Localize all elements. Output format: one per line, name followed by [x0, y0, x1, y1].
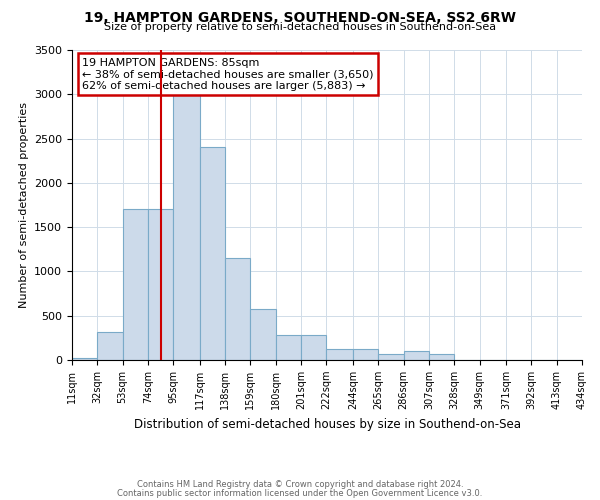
Bar — [353, 350, 378, 360]
Bar — [326, 350, 353, 360]
Bar — [225, 258, 250, 360]
Text: 19, HAMPTON GARDENS, SOUTHEND-ON-SEA, SS2 6RW: 19, HAMPTON GARDENS, SOUTHEND-ON-SEA, SS… — [84, 11, 516, 25]
X-axis label: Distribution of semi-detached houses by size in Southend-on-Sea: Distribution of semi-detached houses by … — [133, 418, 521, 430]
Bar — [404, 351, 429, 360]
Bar — [276, 335, 301, 360]
Text: 19 HAMPTON GARDENS: 85sqm
← 38% of semi-detached houses are smaller (3,650)
62% : 19 HAMPTON GARDENS: 85sqm ← 38% of semi-… — [82, 58, 374, 91]
Y-axis label: Number of semi-detached properties: Number of semi-detached properties — [19, 102, 29, 308]
Bar — [429, 354, 454, 360]
Text: Size of property relative to semi-detached houses in Southend-on-Sea: Size of property relative to semi-detach… — [104, 22, 496, 32]
Bar — [173, 68, 200, 360]
Text: Contains HM Land Registry data © Crown copyright and database right 2024.: Contains HM Land Registry data © Crown c… — [137, 480, 463, 489]
Bar — [122, 210, 148, 360]
Text: Contains public sector information licensed under the Open Government Licence v3: Contains public sector information licen… — [118, 488, 482, 498]
Bar — [250, 308, 276, 360]
Bar — [301, 335, 326, 360]
Bar — [378, 354, 404, 360]
Bar — [72, 358, 97, 360]
Bar — [200, 148, 225, 360]
Bar — [97, 332, 122, 360]
Bar — [148, 210, 173, 360]
